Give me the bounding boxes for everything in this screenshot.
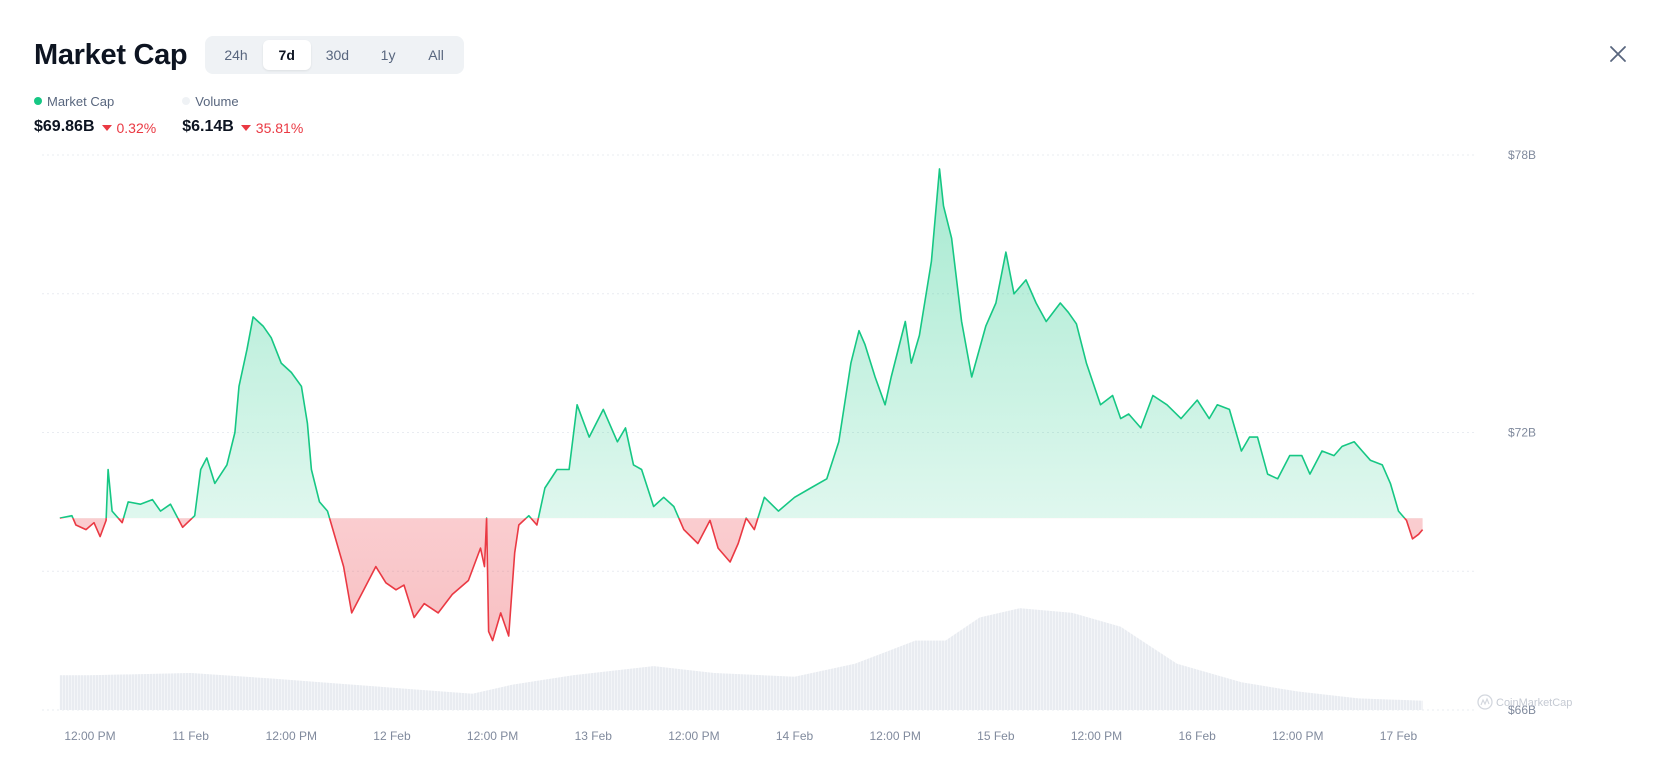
x-tick-label: 12 Feb (373, 729, 411, 743)
volume-series (59, 608, 1423, 710)
series-line-down (59, 518, 1424, 642)
area-up (59, 168, 1405, 519)
legend-market-cap-label: Market Cap (47, 93, 115, 109)
caret-down-icon (240, 125, 251, 131)
y-tick-label: $72B (1508, 426, 1536, 440)
x-tick-label: 13 Feb (575, 729, 613, 743)
time-range-tabs: 24h 7d 30d 1y All (205, 36, 465, 74)
area-fill (59, 168, 1423, 641)
x-tick-label: 14 Feb (776, 729, 814, 743)
tab-all[interactable]: All (428, 47, 444, 63)
x-tick-label: 12:00 PM (1272, 729, 1323, 743)
watermark: CoinMarketCap (1477, 694, 1572, 710)
legend-market-cap: Market Cap $69.86B 0.32% (34, 92, 156, 136)
x-tick-label: 16 Feb (1178, 729, 1216, 743)
market-cap-dot-icon (34, 97, 42, 105)
y-tick-label: $66B (1508, 703, 1536, 717)
x-tick-label: 12:00 PM (870, 729, 921, 743)
coinmarketcap-logo-icon (1477, 694, 1493, 710)
close-icon[interactable] (1606, 42, 1630, 66)
line-series (59, 168, 1424, 642)
market-cap-change-text: 0.32% (116, 120, 157, 136)
volume-dot-icon (182, 97, 191, 105)
tab-24h[interactable]: 24h (224, 47, 248, 63)
y-axis: $66B $72B $78B (1508, 148, 1536, 717)
legend-volume: Volume $6.14B 35.81% (182, 92, 303, 136)
coinmarketcap-logo-mark (1480, 697, 1490, 706)
chart-title: Market Cap (34, 38, 188, 71)
watermark-text: CoinMarketCap (1496, 697, 1572, 709)
series-line-up (59, 168, 1406, 519)
area-down (59, 518, 1423, 641)
volume-change: 35.81% (240, 120, 304, 136)
volume-change-text: 35.81% (255, 120, 304, 136)
x-tick-label: 12:00 PM (1071, 729, 1122, 743)
chart-header: Market Cap 24h 7d 30d 1y All (34, 36, 465, 74)
chart-legend: Market Cap $69.86B 0.32% Volume $6.14B 3… (34, 92, 329, 136)
y-tick-label: $78B (1508, 148, 1536, 162)
x-tick-label: 12:00 PM (64, 729, 115, 743)
tab-1y[interactable]: 1y (380, 47, 396, 63)
volume-value: $6.14B (182, 118, 234, 135)
x-tick-label: 17 Feb (1380, 729, 1418, 743)
caret-down-icon (101, 125, 112, 131)
market-cap-change: 0.32% (101, 120, 157, 136)
x-tick-label: 12:00 PM (668, 729, 719, 743)
volume-bars (59, 608, 1423, 710)
x-tick-label: 15 Feb (977, 729, 1015, 743)
x-tick-label: 11 Feb (172, 729, 209, 743)
market-cap-value: $69.86B (34, 118, 95, 135)
x-tick-label: 12:00 PM (266, 729, 317, 743)
x-axis: 12:00 PM 11 Feb 12:00 PM 12 Feb 12:00 PM 13 F… (64, 729, 1417, 743)
legend-volume-label: Volume (195, 93, 239, 109)
x-tick-label: 12:00 PM (467, 729, 518, 743)
tab-7d[interactable]: 7d (262, 40, 311, 70)
tab-30d[interactable]: 30d (325, 47, 350, 63)
